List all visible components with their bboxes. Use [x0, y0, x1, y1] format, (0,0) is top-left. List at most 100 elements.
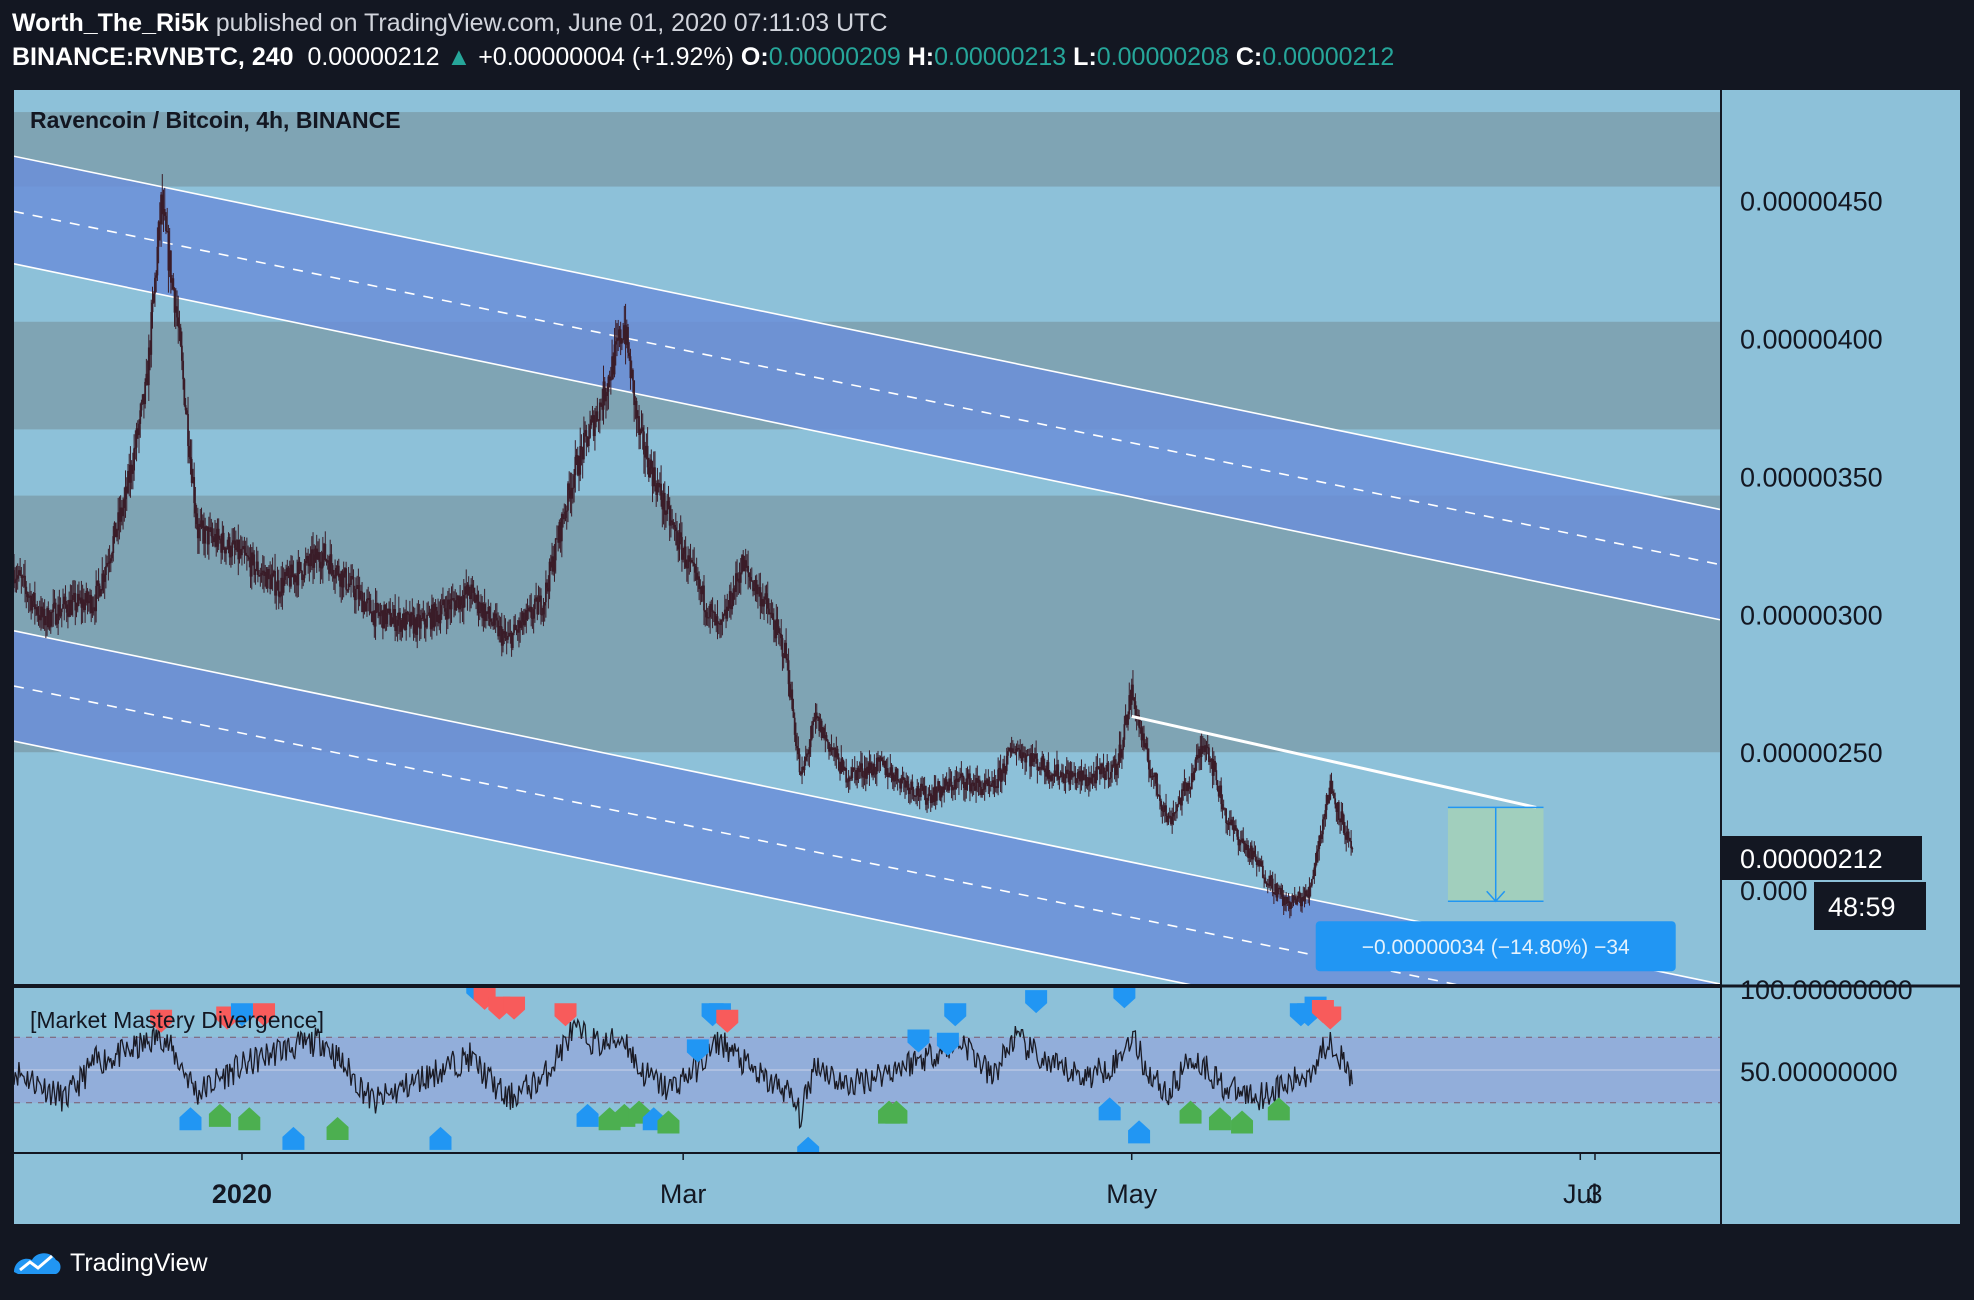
- price-axis[interactable]: [1722, 90, 1960, 1224]
- candle-body-81: [112, 536, 115, 554]
- author-name[interactable]: Worth_The_Ri5k: [12, 9, 209, 37]
- candle-body-979: [1212, 760, 1215, 776]
- candle-body-981: [1215, 770, 1218, 781]
- candle-body-935: [1159, 795, 1161, 801]
- candle-body-818: [1015, 748, 1018, 752]
- candle-body-652: [812, 720, 814, 726]
- candle-body-383: [482, 604, 485, 619]
- candle-body-690: [858, 769, 861, 773]
- candle-body-805: [999, 767, 1002, 782]
- candle-body-138: [182, 360, 185, 380]
- candle-body-156: [204, 526, 207, 544]
- channel-mid-line-1[interactable]: [14, 210, 1720, 566]
- candle-body-902: [1118, 744, 1121, 762]
- candle-body-698: [868, 762, 871, 774]
- candle-body-993: [1230, 819, 1232, 822]
- candle-body-583: [727, 606, 730, 609]
- candle-body-956: [1184, 782, 1187, 784]
- candle-body-852: [1057, 764, 1060, 780]
- measure-label-box[interactable]: [1315, 921, 1676, 972]
- candle-body-462: [579, 446, 582, 475]
- candle-body-617: [769, 612, 772, 615]
- candle-body-22: [40, 606, 42, 621]
- countdown-box: [1814, 882, 1926, 930]
- candle-body-1063: [1315, 851, 1318, 863]
- candle-body-12: [27, 596, 30, 598]
- candle-body-1080: [1336, 802, 1339, 812]
- time-axis[interactable]: [14, 1154, 1720, 1224]
- candle-body-793: [984, 780, 987, 785]
- candle-body-1070: [1324, 810, 1327, 817]
- candle-body-1048: [1297, 891, 1300, 899]
- channel-upper-line-1[interactable]: [14, 155, 1720, 511]
- symbol-label[interactable]: BINANCE:RVNBTC, 240: [12, 43, 294, 71]
- candle-body-568: [709, 604, 712, 618]
- candle-body-348: [439, 614, 442, 624]
- candle-body-1020: [1263, 877, 1265, 879]
- divergence-marker-5: [230, 1003, 253, 1027]
- candle-body-42: [64, 596, 67, 605]
- candle-body-114: [152, 293, 155, 303]
- candle-body-77: [107, 562, 110, 564]
- candle-body-290: [368, 598, 371, 601]
- candle-body-806: [1000, 769, 1003, 782]
- candle-body-254: [324, 543, 327, 561]
- tradingview-brand[interactable]: TradingView: [10, 1248, 208, 1278]
- candle-body-257: [328, 562, 330, 574]
- candle-body-23: [41, 606, 44, 618]
- candle-body-660: [821, 727, 824, 738]
- candle-body-172: [223, 547, 226, 554]
- candle-body-403: [507, 635, 509, 640]
- channel-fill-1[interactable]: [14, 156, 1720, 620]
- candle-body-977: [1210, 758, 1213, 761]
- channel-lower-line-1[interactable]: [14, 263, 1720, 621]
- candle-body-299: [379, 613, 382, 617]
- candle-body-943: [1168, 815, 1171, 817]
- candle-body-373: [470, 584, 473, 600]
- candle-body-569: [710, 604, 713, 610]
- candle-body-429: [538, 595, 541, 602]
- candle-body-107: [144, 381, 147, 405]
- candle-body-624: [777, 626, 780, 633]
- candle-body-346: [437, 614, 439, 622]
- candle-body-91: [124, 486, 127, 500]
- candle-body-268: [341, 571, 344, 588]
- candle-body-971: [1203, 748, 1205, 753]
- candle-body-724: [900, 778, 903, 789]
- candle-body-313: [396, 619, 399, 626]
- candle-body-625: [779, 632, 781, 634]
- candle-body-1066: [1319, 835, 1322, 839]
- candle-body-133: [176, 306, 178, 318]
- candle-body-934: [1157, 794, 1160, 796]
- drawings[interactable]: −0.00000034 (−14.80%) −34: [1131, 714, 1676, 972]
- candle-body-83: [114, 522, 117, 538]
- candle-body-2: [15, 578, 18, 580]
- candle-body-970: [1201, 745, 1204, 749]
- candle-body-379: [477, 594, 480, 614]
- channel-lower-line-2[interactable]: [14, 740, 1720, 1094]
- candle-body-1085: [1342, 814, 1345, 834]
- candle-body-325: [411, 612, 414, 615]
- candle-body-985: [1220, 785, 1223, 805]
- candle-body-678: [844, 767, 846, 771]
- candle-body-159: [207, 528, 210, 545]
- candle-body-1071: [1325, 794, 1328, 811]
- channel-mid-line-2[interactable]: [14, 685, 1720, 1039]
- candle-body-541: [676, 531, 678, 546]
- candle-body-359: [453, 598, 455, 602]
- candle-body-355: [448, 599, 450, 605]
- candle-body-944: [1170, 816, 1172, 825]
- high-label: H:: [907, 43, 935, 71]
- candle-body-813: [1009, 747, 1012, 753]
- high-value: 0.00000213: [934, 43, 1067, 71]
- candle-body-139: [183, 379, 186, 406]
- trendline[interactable]: [1131, 714, 1537, 809]
- candle-body-942: [1167, 815, 1170, 823]
- candle-body-647: [806, 753, 808, 757]
- candle-body-289: [367, 598, 370, 600]
- candle-body-774: [961, 773, 964, 778]
- candle-body-644: [802, 766, 805, 771]
- candle-body-957: [1185, 783, 1188, 792]
- candle-body-1003: [1242, 838, 1245, 844]
